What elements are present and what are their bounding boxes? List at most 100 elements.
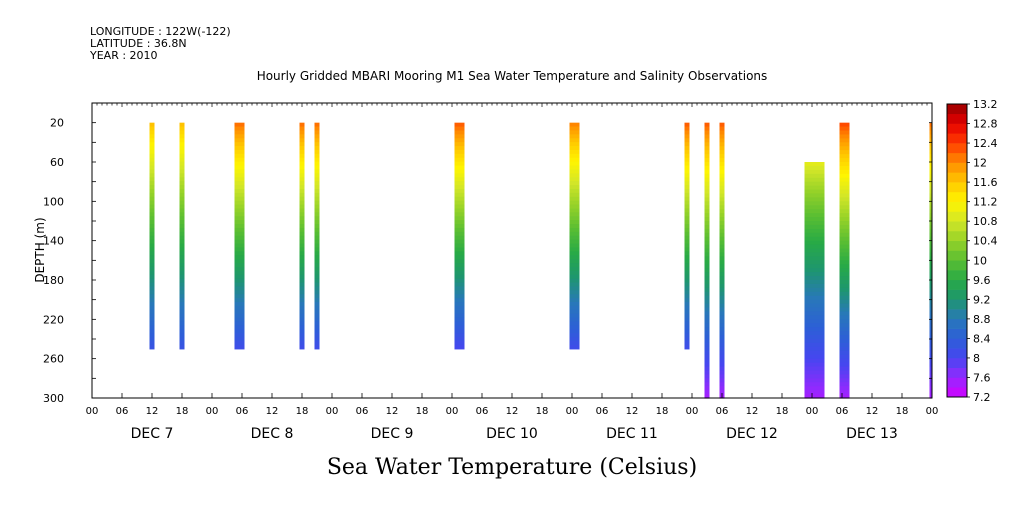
profile-cell (234, 153, 245, 159)
profile-cell (804, 236, 825, 242)
x-tick-label: 00 (206, 406, 219, 417)
profile-cell (149, 216, 155, 221)
profile-cell (299, 134, 305, 139)
profile-cell (704, 252, 710, 257)
colorbar-cell (947, 240, 967, 251)
profile-cell (684, 173, 690, 178)
profile-cell (804, 189, 825, 195)
colorbar-cell (947, 318, 967, 329)
profile-cell (454, 317, 465, 323)
profile-cell (179, 146, 185, 151)
profile-cell (684, 146, 690, 151)
profile-cell (149, 161, 155, 167)
profile-cell (234, 290, 245, 295)
profile-cell (299, 149, 305, 155)
profile-cell (234, 325, 245, 330)
y-tick-label: 220 (43, 313, 64, 326)
profile-cell (569, 196, 580, 202)
profile-cell (454, 235, 465, 241)
profile-cell (839, 272, 850, 277)
profile-cell (704, 350, 710, 356)
profile-cell (314, 161, 320, 167)
profile-cell (454, 341, 465, 346)
profile-cell (704, 205, 710, 210)
profile-cell (569, 309, 580, 315)
profile-cell (839, 252, 850, 257)
profile-cell (234, 157, 245, 163)
profile-cell (454, 286, 465, 291)
profile-cell (719, 228, 725, 234)
profile-cell (569, 122, 580, 128)
profile-cell (839, 154, 850, 159)
profile-cell (804, 295, 825, 301)
profile-cell (569, 282, 580, 288)
profile-cell (719, 303, 725, 309)
profile-cell (719, 315, 725, 320)
profile-cell (929, 366, 932, 372)
profile-cell (234, 126, 245, 132)
profile-cell (719, 272, 725, 277)
colorbar-tick-label: 10.4 (973, 235, 998, 248)
profile-cell (149, 282, 155, 288)
colorbar-tick-label: 12.4 (973, 137, 998, 150)
profile-cell (804, 228, 825, 234)
profile-cell (314, 344, 320, 350)
profile-cell (839, 197, 850, 202)
profile-cell (719, 319, 725, 324)
colorbar-tick-label: 8.4 (973, 332, 991, 345)
profile-cell (454, 220, 465, 225)
y-axis-label: DEPTH (m) (33, 217, 47, 282)
x-tick-label: 12 (506, 406, 519, 417)
temperature-profile (704, 122, 710, 399)
profile-cell (299, 270, 305, 276)
profile-cell (684, 212, 690, 217)
profile-cell (179, 243, 185, 249)
profile-cell (299, 266, 305, 272)
profile-cell (684, 302, 690, 307)
profile-cell (234, 224, 245, 229)
x-tick-label: 18 (296, 406, 309, 417)
profile-cell (839, 228, 850, 234)
profile-cell (454, 216, 465, 221)
profile-cell (454, 192, 465, 198)
profile-cell (234, 220, 245, 225)
profile-cell (314, 333, 320, 338)
profile-cell (234, 321, 245, 327)
colorbar-cell (947, 182, 967, 193)
profile-cell (454, 274, 465, 280)
profile-cell (684, 177, 690, 182)
colorbar-cell (947, 201, 967, 212)
profile-cell (804, 319, 825, 324)
profile-cell (454, 146, 465, 151)
profile-cell (719, 331, 725, 336)
profile-cell (314, 270, 320, 276)
colorbar-cell (947, 299, 967, 310)
profile-cell (299, 298, 305, 303)
temperature-profile (569, 122, 580, 350)
profile-cell (839, 346, 850, 352)
profile-cell (149, 321, 155, 327)
profile-cell (684, 333, 690, 338)
day-label: DEC 12 (726, 426, 778, 442)
profile-cell (839, 213, 850, 218)
profile-cell (314, 185, 320, 190)
profile-cell (704, 177, 710, 183)
profile-cell (234, 247, 245, 252)
profile-cell (179, 192, 185, 198)
profile-cell (804, 390, 825, 395)
profile-cell (704, 256, 710, 261)
colorbar-cell (947, 279, 967, 290)
profile-cell (314, 259, 320, 264)
profile-cell (234, 305, 245, 311)
profile-cell (839, 280, 850, 285)
profile-cell (839, 236, 850, 242)
profile-cell (839, 224, 850, 230)
profile-cell (804, 256, 825, 261)
profile-cell (704, 209, 710, 214)
profile-cell (704, 299, 710, 305)
profile-cell (839, 362, 850, 368)
x-tick-label: 00 (566, 406, 579, 417)
profile-cell (839, 323, 850, 328)
profile-cell (929, 307, 932, 313)
profile-cell (454, 200, 465, 206)
